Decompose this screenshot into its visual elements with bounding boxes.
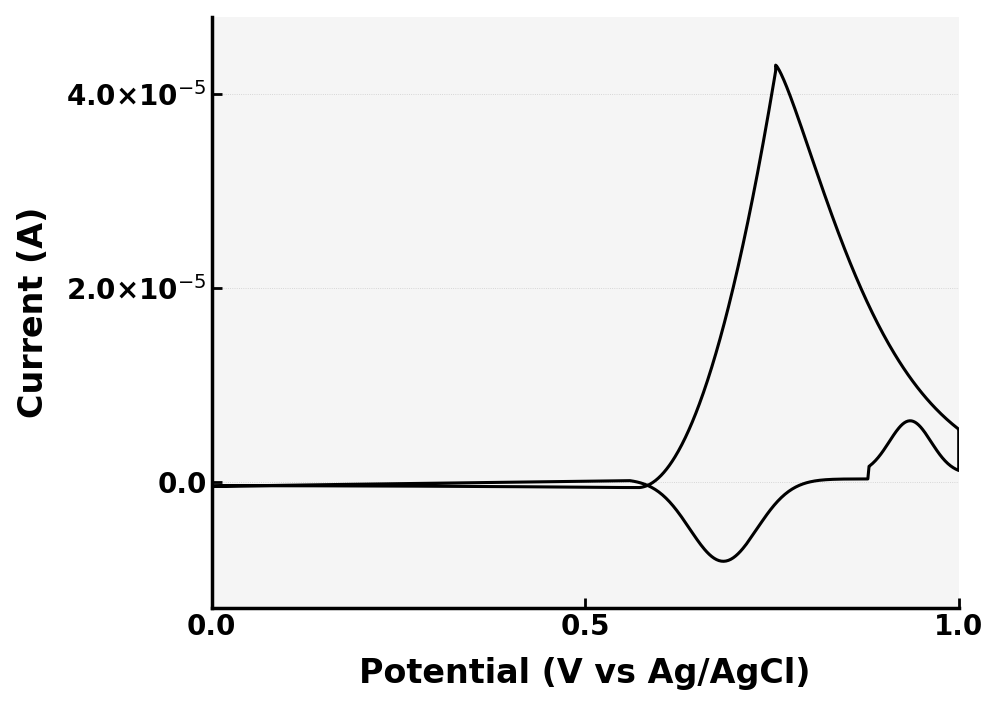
Y-axis label: Current (A): Current (A) (17, 206, 50, 418)
X-axis label: Potential (V vs Ag/AgCl): Potential (V vs Ag/AgCl) (359, 658, 811, 690)
